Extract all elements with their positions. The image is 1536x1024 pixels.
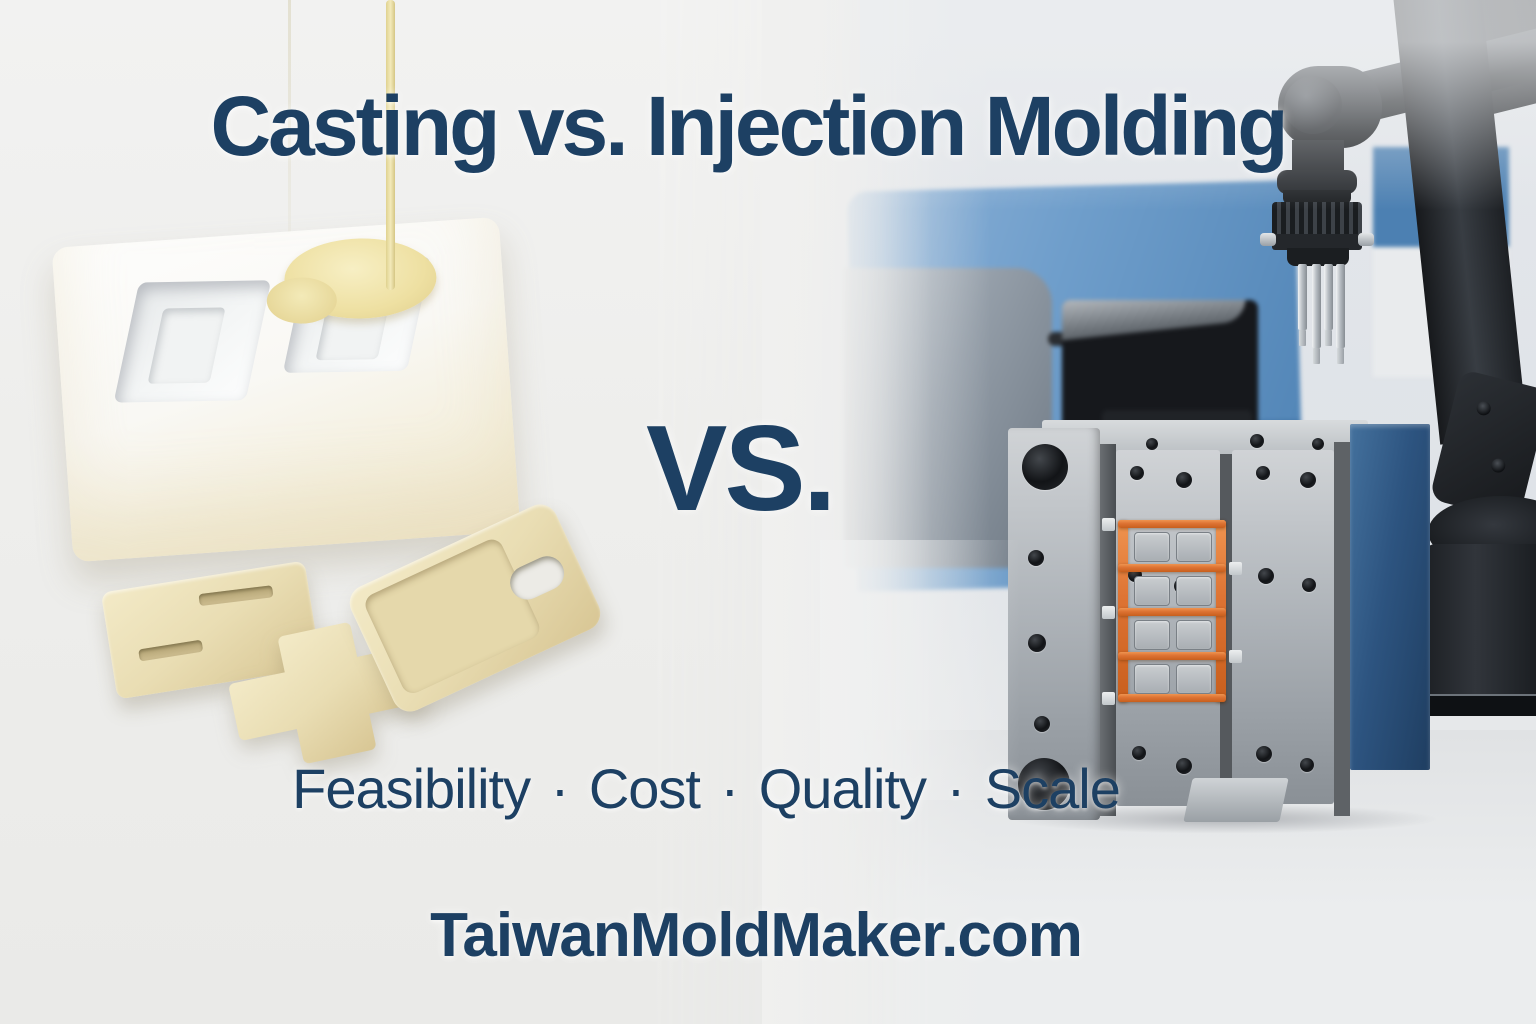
bolt	[1475, 399, 1493, 417]
page-title: Casting vs. Injection Molding	[210, 79, 1288, 173]
gripper-pin	[1312, 264, 1321, 364]
end-effector-bolt	[1358, 233, 1374, 246]
wall-crease	[288, 0, 291, 320]
photo-blend-fog	[820, 540, 1020, 800]
tag-hole	[504, 550, 570, 606]
vs-label: VS.	[646, 400, 837, 536]
robot-base-rim	[1418, 694, 1536, 716]
mold-clamp-plate	[1008, 428, 1100, 820]
mold-plate-gap	[1334, 442, 1350, 816]
mold-side-plate-blue	[1350, 424, 1430, 770]
gripper-pin	[1324, 264, 1333, 346]
website-url: TaiwanMoldMaker.com	[430, 901, 1083, 970]
resin-pour-stream	[386, 0, 395, 290]
mold-plate-gap	[1100, 444, 1116, 816]
end-effector	[1287, 248, 1349, 266]
part-slot	[138, 639, 204, 662]
gripper-pin	[1298, 264, 1307, 346]
cast-connector-part	[277, 621, 377, 765]
robot-base	[1422, 544, 1536, 702]
tagline: Feasibility · Cost · Quality · Scale	[292, 757, 1121, 820]
mold-cavity-plate	[1232, 450, 1334, 804]
silicone-mold	[51, 216, 521, 563]
end-effector-flange	[1272, 234, 1362, 250]
photo-blend-fog	[860, 0, 1536, 210]
gripper-pin	[1336, 264, 1345, 364]
end-effector-bolt	[1260, 233, 1276, 246]
mold-cavity	[113, 280, 272, 403]
mold-orange-runner	[1102, 518, 1242, 705]
bolt	[1489, 457, 1507, 475]
part-slot	[198, 585, 274, 607]
